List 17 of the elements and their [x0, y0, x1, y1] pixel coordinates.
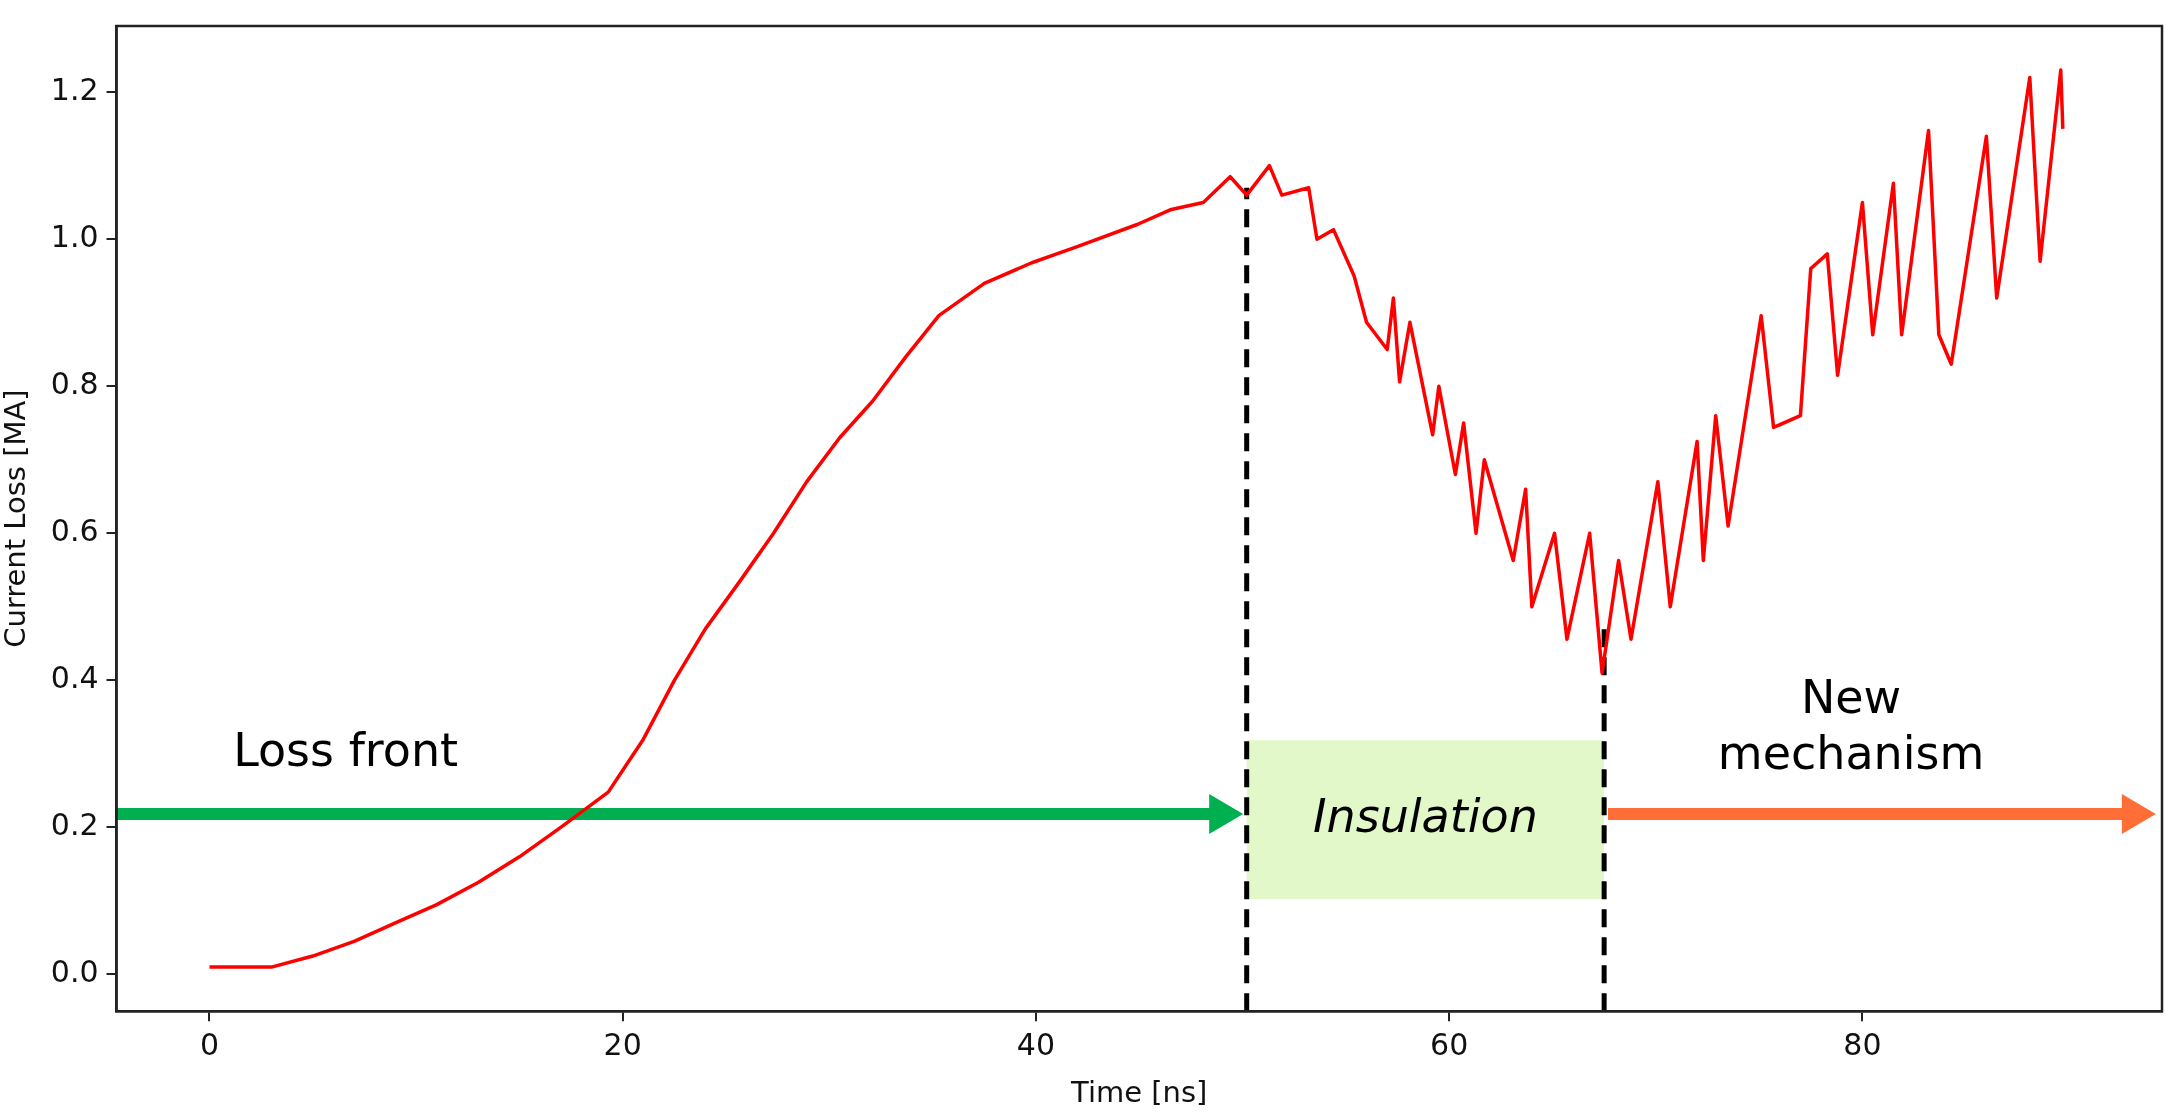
x-axis-title: Time [ns]	[1070, 1075, 1208, 1110]
x-tick-label: 0	[199, 1027, 220, 1062]
band-label: Insulation	[1312, 788, 1538, 843]
y-tick-label: 1.2	[50, 71, 99, 107]
x-tick-label: 40	[1016, 1027, 1056, 1062]
y-tick-label: 0.0	[50, 954, 99, 990]
y-tick-label: 0.8	[50, 366, 99, 402]
x-tick-label: 80	[1843, 1027, 1882, 1062]
y-tick-label: 1.0	[50, 219, 99, 255]
y-axis-title: Current Loss [MA]	[0, 389, 32, 648]
y-tick-label: 0.2	[50, 807, 99, 843]
y-tick-label: 0.4	[50, 660, 99, 696]
annotation: New mechanism	[1717, 670, 1985, 781]
annotation: Loss front	[233, 723, 459, 778]
x-tick-label: 20	[603, 1027, 642, 1062]
x-tick-label: 60	[1430, 1027, 1469, 1062]
y-tick-label: 0.6	[50, 513, 99, 549]
